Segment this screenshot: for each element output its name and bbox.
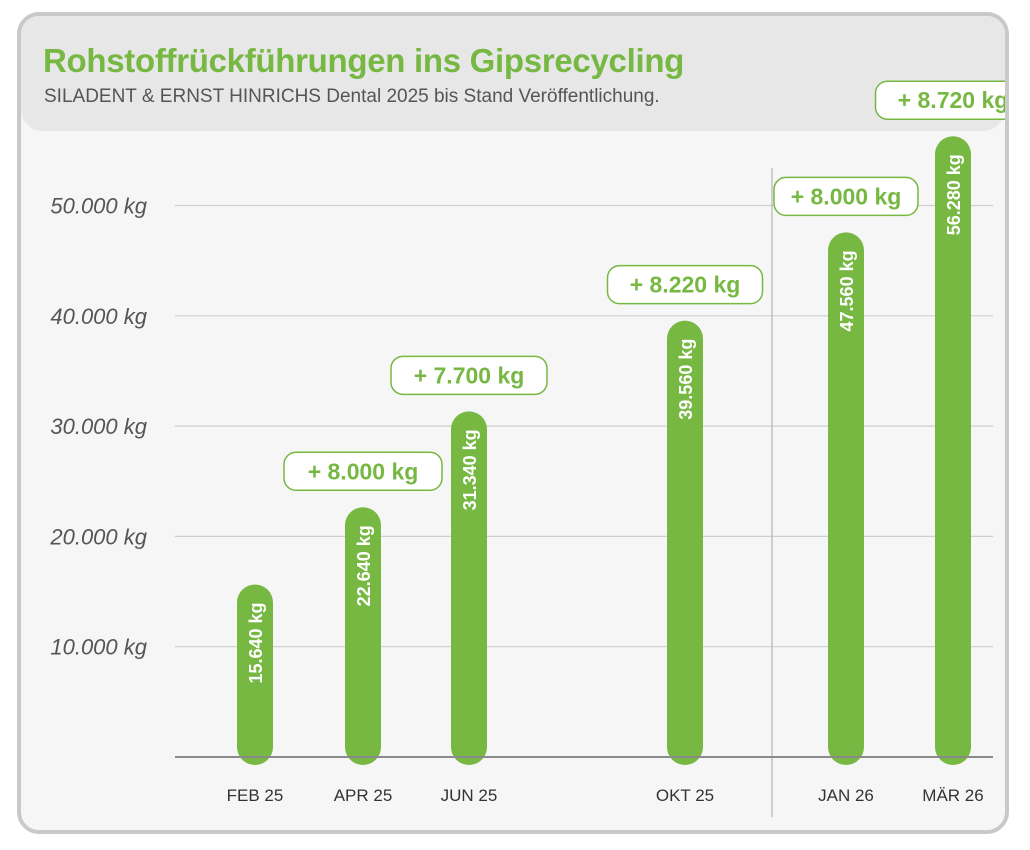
x-tick-label: APR 25 bbox=[334, 786, 393, 805]
increment-box bbox=[390, 355, 548, 396]
bar-group: 56.280 kg bbox=[935, 136, 971, 766]
bar bbox=[237, 584, 273, 765]
bar-chart: 10.000 kg 20.000 kg 30.000 kg 40.000 kg 50.0… bbox=[49, 80, 1005, 817]
bar-group: 22.640 kg bbox=[345, 507, 381, 765]
chart-subtitle: SILADENT & ERNST HINRICHS Dental 2025 bi… bbox=[44, 86, 660, 107]
bar-value-label: 39.560 kg bbox=[676, 339, 696, 420]
increment-label: + 8.000 kg bbox=[791, 183, 902, 209]
increment-callout: + 8.000 kg bbox=[773, 176, 919, 217]
bar bbox=[345, 507, 381, 765]
bar-value-label: 22.640 kg bbox=[354, 525, 374, 606]
bar-group: 47.560 kg bbox=[828, 232, 864, 765]
bar bbox=[451, 411, 487, 765]
increment-box bbox=[874, 80, 1005, 120]
x-tick-label: FEB 25 bbox=[227, 786, 284, 805]
bar-value-label: 31.340 kg bbox=[460, 429, 480, 510]
increment-label: + 8.720 kg bbox=[898, 87, 1005, 113]
y-axis-ticks: 10.000 kg 20.000 kg 30.000 kg 40.000 kg 50.0… bbox=[49, 194, 147, 660]
increment-callout: + 7.700 kg bbox=[390, 355, 548, 396]
bar-group: 39.560 kg bbox=[667, 320, 703, 765]
y-tick-label: 30.000 kg bbox=[50, 414, 147, 439]
increment-box bbox=[283, 451, 443, 492]
y-tick-label: 50.000 kg bbox=[50, 194, 147, 219]
x-tick-label: MÄR 26 bbox=[922, 786, 983, 805]
increment-label: + 7.700 kg bbox=[414, 362, 525, 388]
y-tick-label: 20.000 kg bbox=[49, 524, 147, 549]
grid-lines bbox=[175, 204, 993, 648]
bar bbox=[667, 320, 703, 765]
x-axis-ticks: FEB 25 APR 25 JUN 25 OKT 25 JAN 26 MÄR 26 bbox=[227, 786, 984, 805]
bar bbox=[935, 136, 971, 766]
increment-callout: + 8.000 kg bbox=[283, 451, 443, 492]
y-tick-label: 40.000 kg bbox=[50, 304, 147, 329]
increment-box bbox=[606, 264, 764, 305]
chart-header: Rohstoffrückführungen ins Gipsrecycling … bbox=[21, 16, 1005, 131]
increment-label: + 8.220 kg bbox=[630, 272, 741, 298]
bar-value-label: 56.280 kg bbox=[944, 154, 964, 235]
increment-callouts: + 8.000 kg + 7.700 kg + 8.220 kg + 8.000 kg… bbox=[283, 80, 1005, 492]
y-tick-label: 10.000 kg bbox=[50, 635, 147, 660]
bar-value-label: 47.560 kg bbox=[837, 250, 857, 331]
increment-callout: + 8.720 kg bbox=[874, 80, 1005, 120]
bar bbox=[828, 232, 864, 765]
x-tick-label: JAN 26 bbox=[818, 786, 874, 805]
bar-group: 31.340 kg bbox=[451, 411, 487, 765]
increment-box bbox=[773, 176, 919, 217]
increment-label: + 8.000 kg bbox=[308, 458, 419, 484]
bar-group: 15.640 kg bbox=[237, 584, 273, 765]
bar-value-label: 15.640 kg bbox=[246, 602, 266, 683]
x-tick-label: OKT 25 bbox=[656, 786, 714, 805]
x-tick-label: JUN 25 bbox=[441, 786, 498, 805]
chart-title: Rohstoffrückführungen ins Gipsrecycling bbox=[43, 42, 685, 79]
increment-callout: + 8.220 kg bbox=[606, 264, 764, 305]
bars: 15.640 kg 22.640 kg 31.340 kg 39.560 kg 47.5… bbox=[237, 136, 971, 766]
chart-card: Rohstoffrückführungen ins Gipsrecycling … bbox=[17, 12, 1009, 834]
